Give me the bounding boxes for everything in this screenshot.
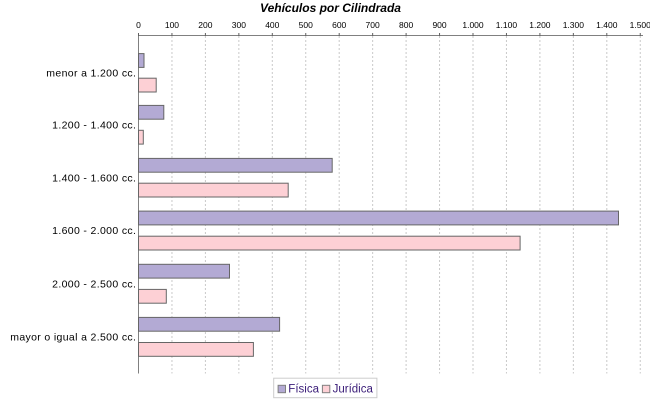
svg-text:1.400 - 1.600 cc.: 1.400 - 1.600 cc. xyxy=(52,173,136,185)
svg-text:1.100: 1.100 xyxy=(496,20,518,30)
svg-text:mayor o igual a 2.500 cc.: mayor o igual a 2.500 cc. xyxy=(10,332,136,344)
svg-text:500: 500 xyxy=(299,20,313,30)
svg-text:700: 700 xyxy=(366,20,380,30)
svg-text:Física: Física xyxy=(288,383,319,395)
svg-text:200: 200 xyxy=(198,20,212,30)
svg-text:600: 600 xyxy=(332,20,346,30)
svg-text:Jurídica: Jurídica xyxy=(333,383,374,395)
svg-text:400: 400 xyxy=(265,20,279,30)
svg-text:800: 800 xyxy=(399,20,413,30)
svg-text:1.200 - 1.400 cc.: 1.200 - 1.400 cc. xyxy=(52,120,136,132)
svg-text:1.500: 1.500 xyxy=(630,20,650,30)
svg-text:300: 300 xyxy=(232,20,246,30)
svg-text:Vehículos por Cilindrada: Vehículos por Cilindrada xyxy=(260,1,401,15)
svg-text:1.200: 1.200 xyxy=(529,20,551,30)
svg-text:1.600 - 2.000 cc.: 1.600 - 2.000 cc. xyxy=(52,225,136,237)
svg-text:1.000: 1.000 xyxy=(462,20,484,30)
svg-text:100: 100 xyxy=(165,20,179,30)
svg-text:1.300: 1.300 xyxy=(563,20,585,30)
svg-text:900: 900 xyxy=(432,20,446,30)
svg-text:1.400: 1.400 xyxy=(596,20,618,30)
svg-text:2.000 - 2.500 cc.: 2.000 - 2.500 cc. xyxy=(52,278,136,290)
svg-text:0: 0 xyxy=(136,20,141,30)
svg-text:menor a 1.200 cc.: menor a 1.200 cc. xyxy=(46,68,136,80)
